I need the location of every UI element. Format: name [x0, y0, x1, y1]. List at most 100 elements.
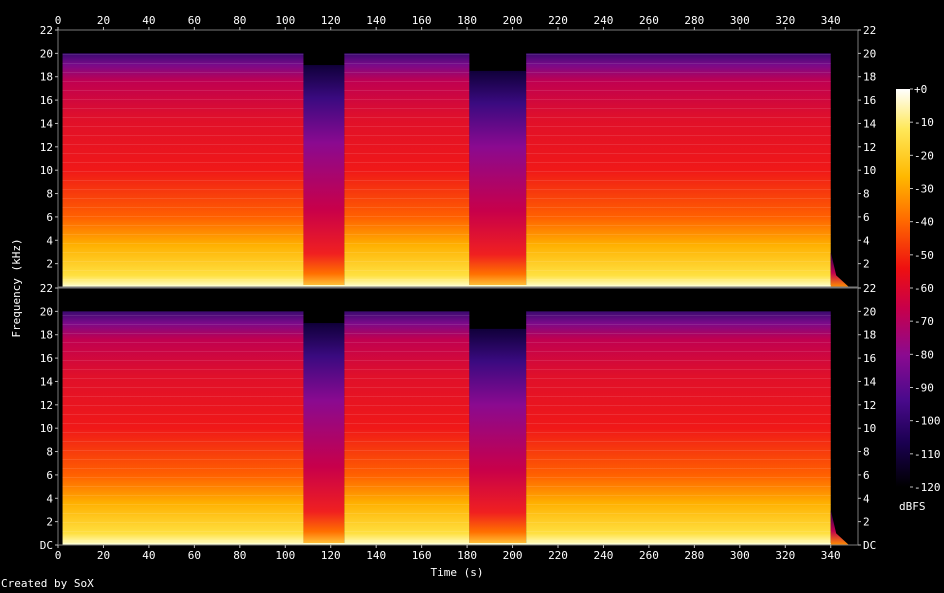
- y-tick-label: 2: [46, 258, 53, 271]
- colorbar-tick-label: -100: [914, 415, 941, 428]
- x-tick-label: 40: [142, 14, 155, 27]
- y-tick-label: 6: [46, 211, 53, 224]
- x-tick-label: 280: [684, 549, 704, 562]
- y-tick-label: 20: [863, 305, 876, 318]
- spectrogram-texture: [62, 53, 304, 288]
- x-tick-label: 80: [233, 14, 246, 27]
- x-tick-label: 0: [55, 549, 62, 562]
- y-tick-label: 16: [40, 352, 53, 365]
- x-tick-label: 120: [321, 549, 341, 562]
- x-tick-label: 120: [321, 14, 341, 27]
- y-tick-label: 12: [863, 399, 876, 412]
- x-tick-label: 260: [639, 14, 659, 27]
- footer-credit: Created by SoX: [1, 577, 94, 590]
- colorbar-tick-label: -80: [914, 348, 934, 361]
- x-tick-label: 240: [594, 14, 614, 27]
- x-axis-title: Time (s): [430, 566, 484, 579]
- colorbar-tick-label: -60: [914, 282, 934, 295]
- x-tick-label: 260: [639, 549, 659, 562]
- colorbar-tick-label: -120: [914, 481, 941, 494]
- y-tick-label: 10: [863, 422, 876, 435]
- x-tick-label: 180: [457, 549, 477, 562]
- x-tick-label: 320: [775, 14, 795, 27]
- x-tick-label: 160: [412, 14, 432, 27]
- x-tick-label: 40: [142, 549, 155, 562]
- x-tick-label: 340: [821, 549, 841, 562]
- x-tick-label: 20: [97, 14, 110, 27]
- y-tick-label: DC: [863, 539, 876, 552]
- spectrogram-texture: [344, 53, 470, 288]
- dc-line: [63, 543, 831, 545]
- y-tick-label: 2: [863, 258, 870, 271]
- y-tick-label: 18: [40, 71, 53, 84]
- y-tick-label: 8: [863, 446, 870, 459]
- y-tick-label: 12: [863, 141, 876, 154]
- x-tick-label: 140: [366, 549, 386, 562]
- y-tick-label: 14: [40, 375, 54, 388]
- colorbar-tick-label: -30: [914, 183, 934, 196]
- colorbar-unit-label: dBFS: [899, 500, 926, 513]
- spectrogram-texture: [344, 311, 470, 545]
- y-tick-label: 16: [40, 94, 53, 107]
- y-tick-label: 8: [46, 188, 53, 201]
- x-tick-label: 200: [503, 14, 523, 27]
- x-tick-label: 220: [548, 14, 568, 27]
- y-tick-label: 16: [863, 352, 876, 365]
- x-tick-label: 80: [233, 549, 246, 562]
- x-tick-label: 300: [730, 14, 750, 27]
- spectrogram-segment: [469, 70, 527, 288]
- y-tick-label: 18: [40, 329, 53, 342]
- panel-frame: [57, 29, 859, 288]
- y-tick-label: 14: [40, 117, 54, 130]
- y-tick-label: 20: [40, 47, 53, 60]
- colorbar: [896, 89, 910, 487]
- x-tick-label: 240: [594, 549, 614, 562]
- x-tick-label: 140: [366, 14, 386, 27]
- x-tick-label: 60: [188, 14, 201, 27]
- y-tick-label: 14: [863, 375, 877, 388]
- x-tick-label: 20: [97, 549, 110, 562]
- y-tick-label: 8: [863, 188, 870, 201]
- panel-frame: [57, 287, 859, 546]
- spectrogram-texture: [526, 53, 831, 288]
- spectrogram-segment: [830, 251, 849, 287]
- y-tick-label: 22: [40, 282, 53, 295]
- colorbar-tick-label: -40: [914, 216, 934, 229]
- y-tick-label: 22: [863, 282, 876, 295]
- x-tick-label: 220: [548, 549, 568, 562]
- y-tick-label: 6: [46, 469, 53, 482]
- y-tick-label: 22: [863, 24, 876, 37]
- dc-line: [63, 285, 831, 287]
- y-axis-title: Frequency (kHz): [10, 238, 23, 337]
- y-tick-label: DC: [40, 539, 53, 552]
- colorbar-tick-label: -50: [914, 249, 934, 262]
- x-tick-label: 200: [503, 549, 523, 562]
- x-tick-label: 320: [775, 549, 795, 562]
- colorbar-tick-label: -20: [914, 149, 934, 162]
- y-tick-label: 4: [46, 492, 53, 505]
- y-tick-label: 2: [863, 516, 870, 529]
- y-tick-label: 8: [46, 446, 53, 459]
- x-tick-label: 160: [412, 549, 432, 562]
- y-tick-label: 18: [863, 71, 876, 84]
- y-tick-label: 4: [46, 234, 53, 247]
- y-tick-label: 4: [863, 492, 870, 505]
- x-tick-label: 100: [275, 549, 295, 562]
- y-tick-label: 6: [863, 469, 870, 482]
- y-tick-label: 10: [863, 164, 876, 177]
- y-tick-label: 2: [46, 516, 53, 529]
- colorbar-tick-label: +0: [914, 83, 927, 96]
- y-tick-label: 20: [40, 305, 53, 318]
- spectrogram-segment: [303, 323, 345, 545]
- colorbar-tick-label: -10: [914, 116, 934, 129]
- x-tick-label: 60: [188, 549, 201, 562]
- colorbar-tick-label: -70: [914, 315, 934, 328]
- y-tick-label: 16: [863, 94, 876, 107]
- spectrogram-texture: [526, 311, 831, 545]
- y-tick-label: 20: [863, 47, 876, 60]
- x-tick-label: 340: [821, 14, 841, 27]
- x-tick-label: 180: [457, 14, 477, 27]
- y-tick-label: 12: [40, 141, 53, 154]
- y-tick-label: 10: [40, 422, 53, 435]
